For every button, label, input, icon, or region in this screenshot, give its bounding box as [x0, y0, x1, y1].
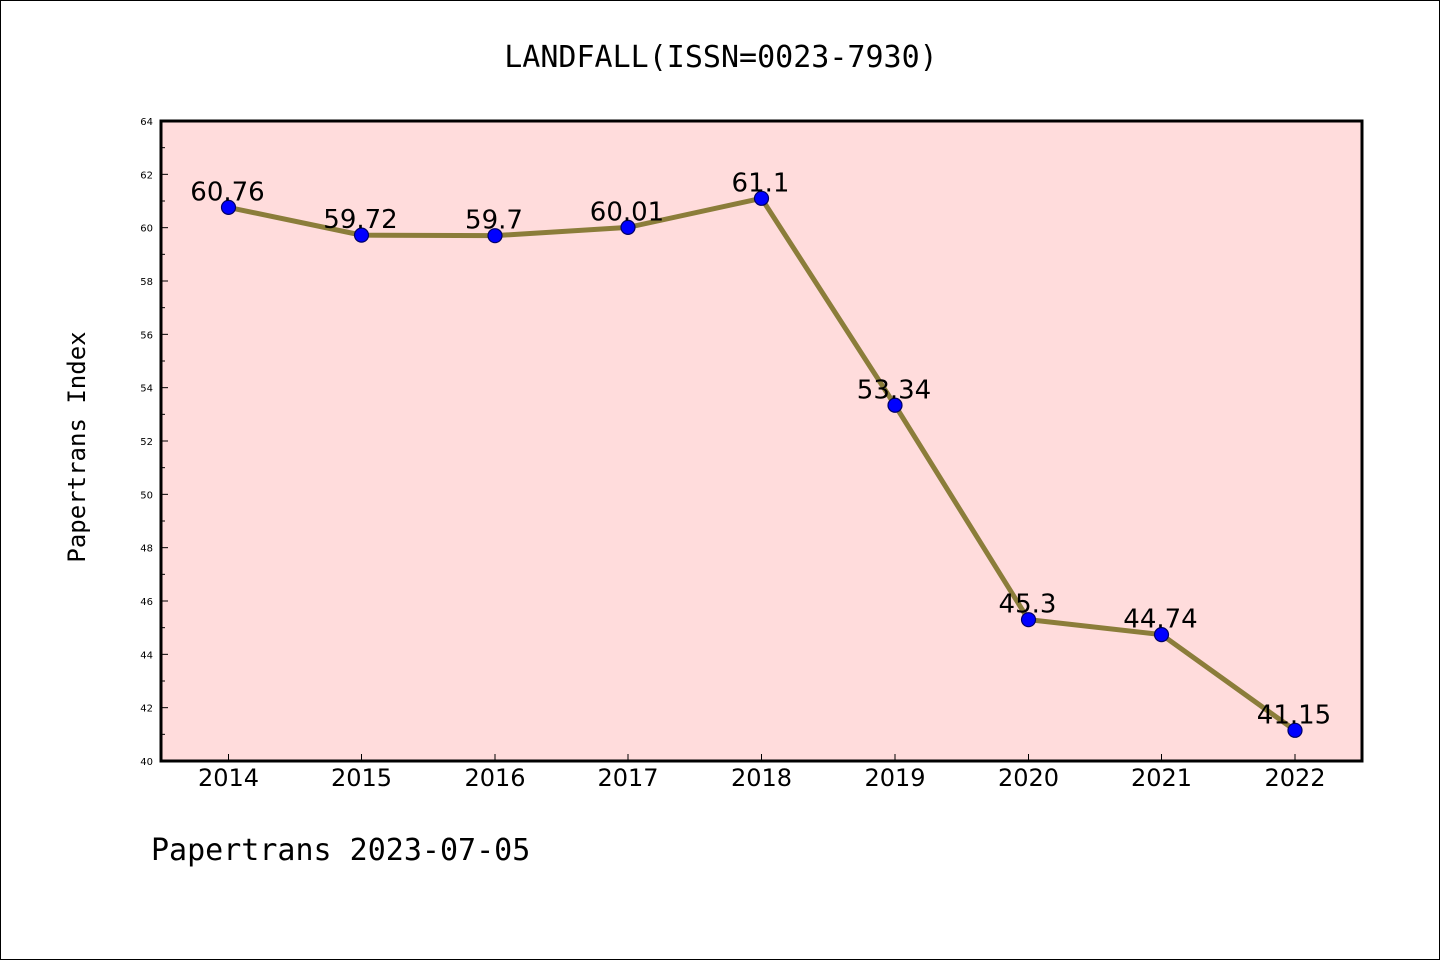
x-tick-label: 2022 [1264, 764, 1325, 792]
data-label: 60.01 [590, 197, 664, 227]
data-point [220, 199, 237, 215]
footer-text: Papertrans 2023-07-05 [151, 833, 531, 868]
data-point [1153, 626, 1170, 643]
y-axis-label: Papertrans Index [63, 331, 91, 562]
data-label: 44.74 [1123, 605, 1197, 635]
y-tick-label: 44 [140, 650, 153, 661]
x-tick-label: 2014 [198, 764, 259, 792]
y-tick-label: 42 [140, 704, 153, 715]
data-label: 61.1 [732, 168, 790, 198]
y-tick-label: 50 [140, 490, 153, 501]
data-point [753, 190, 770, 206]
data-labels: 60.76 59.72 59.7 60.01 61.1 53.34 45.3 44.74 41.… [190, 168, 1331, 730]
data-point [620, 219, 636, 235]
y-tick-label: 40 [140, 757, 153, 768]
x-tick-label: 2016 [464, 764, 525, 792]
data-label: 59.7 [465, 206, 523, 236]
x-axis: 2014 2015 2016 2017 2018 2019 2020 2021 2022 [198, 754, 1326, 792]
data-label: 53.34 [857, 375, 931, 405]
x-tick-label: 2021 [1131, 764, 1192, 792]
y-tick-label: 58 [140, 277, 153, 288]
y-tick-label: 60 [140, 224, 153, 235]
data-label: 59.72 [323, 205, 397, 235]
chart-title: LANDFALL(ISSN=0023-7930) [504, 40, 937, 75]
y-tick-label: 48 [140, 544, 153, 555]
x-tick-label: 2020 [998, 764, 1059, 792]
data-label: 45.3 [999, 590, 1057, 620]
y-tick-label: 62 [140, 170, 153, 181]
data-point [487, 228, 503, 244]
data-point [353, 227, 370, 243]
y-tick-label: 54 [140, 384, 153, 395]
x-tick-label: 2018 [731, 764, 792, 792]
y-tick-label: 46 [140, 597, 153, 608]
data-point [887, 397, 903, 413]
x-tick-label: 2015 [331, 764, 392, 792]
data-label: 41.15 [1257, 700, 1331, 730]
data-point [1287, 722, 1303, 738]
y-tick-label: 52 [140, 437, 153, 448]
x-tick-label: 2019 [864, 764, 925, 792]
x-tick-label: 2017 [597, 764, 658, 792]
data-point [1020, 612, 1037, 628]
data-label: 60.76 [190, 177, 264, 207]
y-tick-label: 56 [140, 330, 153, 341]
y-tick-label: 64 [140, 117, 153, 128]
plot-border [159, 119, 1364, 763]
series-papertrans-index [220, 190, 1303, 738]
